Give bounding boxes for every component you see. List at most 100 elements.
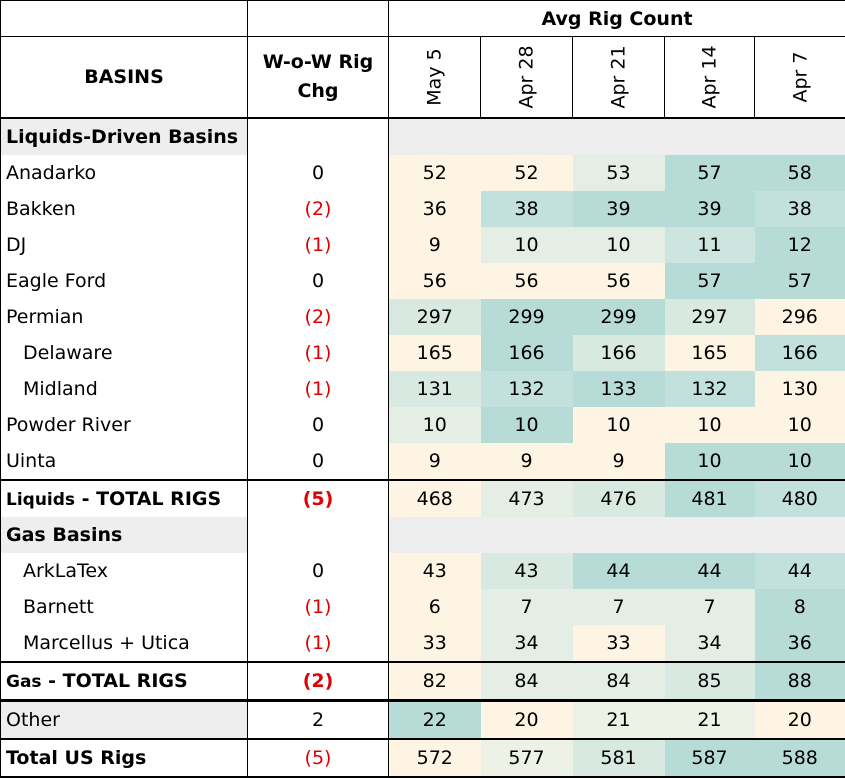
section-row: Gas Basins bbox=[1, 517, 845, 553]
rig-count-cell: 7 bbox=[573, 589, 665, 625]
wow-change: 2 bbox=[248, 701, 389, 740]
total-suffix: - TOTAL RIGS bbox=[75, 488, 221, 510]
total-suffix: - TOTAL RIGS bbox=[42, 670, 188, 692]
wow-change: 0 bbox=[248, 263, 389, 299]
rig-count-cell: 476 bbox=[573, 480, 665, 517]
rig-count-cell: 36 bbox=[755, 625, 845, 662]
rig-count-cell: 473 bbox=[481, 480, 573, 517]
rig-count-cell bbox=[389, 517, 481, 553]
rig-count-cell: 38 bbox=[481, 191, 573, 227]
basin-label: Liquids-Driven Basins bbox=[1, 118, 248, 155]
rig-count-cell: 10 bbox=[481, 227, 573, 263]
rig-count-cell: 43 bbox=[481, 553, 573, 589]
rig-count-cell: 132 bbox=[665, 371, 755, 407]
rig-count-cell: 480 bbox=[755, 480, 845, 517]
wow-change: (5) bbox=[248, 480, 389, 517]
wow-change: 0 bbox=[248, 553, 389, 589]
wow-change: (1) bbox=[248, 625, 389, 662]
rig-count-cell: 44 bbox=[573, 553, 665, 589]
rig-count-cell: 21 bbox=[665, 701, 755, 740]
basin-label: Anadarko bbox=[1, 155, 248, 191]
rig-count-cell: 20 bbox=[481, 701, 573, 740]
rig-count-cell: 6 bbox=[389, 589, 481, 625]
rig-count-cell: 85 bbox=[665, 662, 755, 701]
rig-count-cell: 572 bbox=[389, 739, 481, 777]
rig-count-cell: 588 bbox=[755, 739, 845, 777]
rig-count-cell: 36 bbox=[389, 191, 481, 227]
basin-label: Eagle Ford bbox=[1, 263, 248, 299]
rig-count-cell: 84 bbox=[573, 662, 665, 701]
rig-count-cell: 132 bbox=[481, 371, 573, 407]
basin-label: Total US Rigs bbox=[1, 739, 248, 777]
header-date-label: Apr 28 bbox=[516, 45, 538, 108]
rig-count-cell bbox=[481, 517, 573, 553]
header-date-2: Apr 28 bbox=[481, 37, 573, 119]
rig-count-cell: 43 bbox=[389, 553, 481, 589]
rig-count-cell: 587 bbox=[665, 739, 755, 777]
rig-count-cell: 10 bbox=[755, 443, 845, 480]
wow-change: (2) bbox=[248, 299, 389, 335]
header-avg-rig-count: Avg Rig Count bbox=[389, 1, 845, 37]
total-prefix: Gas bbox=[6, 672, 42, 692]
basin-label: Permian bbox=[1, 299, 248, 335]
rig-count-cell bbox=[389, 118, 481, 155]
header-date-label: Apr 14 bbox=[699, 45, 721, 108]
rig-count-cell: 10 bbox=[573, 407, 665, 443]
rig-count-cell: 56 bbox=[389, 263, 481, 299]
rig-count-cell: 481 bbox=[665, 480, 755, 517]
wow-change: (1) bbox=[248, 335, 389, 371]
rig-count-cell: 7 bbox=[665, 589, 755, 625]
rig-count-cell: 82 bbox=[389, 662, 481, 701]
rig-count-cell: 9 bbox=[389, 227, 481, 263]
rig-count-cell: 165 bbox=[665, 335, 755, 371]
rig-count-cell: 166 bbox=[481, 335, 573, 371]
rig-count-cell: 297 bbox=[389, 299, 481, 335]
header-date-label: May 5 bbox=[423, 48, 445, 105]
rig-count-cell: 10 bbox=[481, 407, 573, 443]
rig-count-cell bbox=[665, 118, 755, 155]
rig-count-cell bbox=[573, 118, 665, 155]
rig-count-cell: 34 bbox=[481, 625, 573, 662]
basin-label: Barnett bbox=[1, 589, 248, 625]
rig-count-cell: 44 bbox=[755, 553, 845, 589]
wow-change: (5) bbox=[248, 739, 389, 777]
rig-count-cell: 10 bbox=[665, 407, 755, 443]
rig-count-cell: 57 bbox=[755, 263, 845, 299]
basin-label: Liquids - TOTAL RIGS bbox=[1, 480, 248, 517]
rig-count-cell: 88 bbox=[755, 662, 845, 701]
basin-label: Delaware bbox=[1, 335, 248, 371]
basin-label: ArkLaTex bbox=[1, 553, 248, 589]
rig-count-cell bbox=[755, 517, 845, 553]
rig-count-cell: 166 bbox=[755, 335, 845, 371]
rig-count-cell: 52 bbox=[389, 155, 481, 191]
basin-label: Marcellus + Utica bbox=[1, 625, 248, 662]
rig-count-cell: 10 bbox=[389, 407, 481, 443]
wow-change: (1) bbox=[248, 371, 389, 407]
wow-change: 0 bbox=[248, 443, 389, 480]
wow-change bbox=[248, 118, 389, 155]
header-date-5: Apr 7 bbox=[755, 37, 845, 119]
basin-label: Gas - TOTAL RIGS bbox=[1, 662, 248, 701]
rig-count-cell bbox=[573, 517, 665, 553]
rig-count-cell: 33 bbox=[389, 625, 481, 662]
total-prefix: Liquids bbox=[6, 490, 75, 510]
basin-label: Uinta bbox=[1, 443, 248, 480]
basin-label: Midland bbox=[1, 371, 248, 407]
rig-count-cell: 468 bbox=[389, 480, 481, 517]
rig-count-cell bbox=[481, 118, 573, 155]
rig-count-cell: 57 bbox=[665, 155, 755, 191]
header-blank-wow bbox=[248, 1, 389, 37]
header-date-3: Apr 21 bbox=[573, 37, 665, 119]
wow-change: (1) bbox=[248, 589, 389, 625]
rig-count-cell: 165 bbox=[389, 335, 481, 371]
rig-count-cell: 10 bbox=[755, 407, 845, 443]
